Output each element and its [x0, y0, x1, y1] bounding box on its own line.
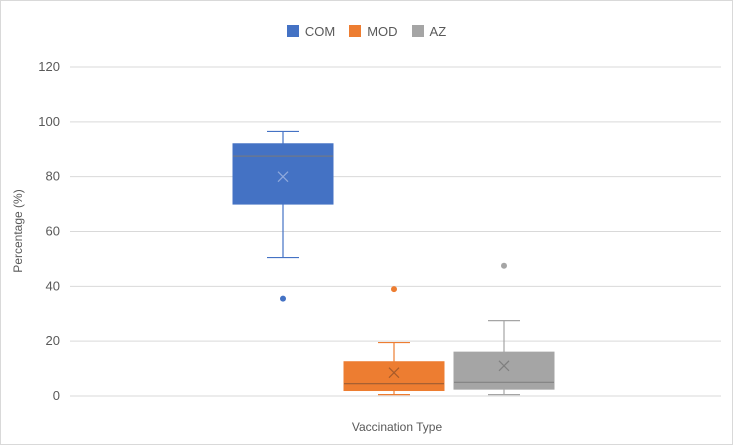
box-iqr [453, 351, 555, 390]
y-axis-title: Percentage (%) [11, 189, 25, 272]
legend-item-az: AZ [411, 23, 447, 39]
legend-label-com: COM [304, 23, 336, 39]
y-tick-label: 100 [38, 114, 60, 129]
box-series [232, 130, 555, 396]
outlier-point [501, 262, 507, 269]
outlier-point [280, 295, 286, 302]
legend-swatch-mod [349, 25, 362, 37]
box-mod [343, 286, 445, 396]
legend-label-mod: MOD [367, 23, 398, 39]
box-iqr [232, 143, 334, 205]
outlier-point [391, 286, 397, 293]
legend-item-com: COM [286, 23, 336, 39]
legend-swatch-com [286, 25, 299, 37]
legend-label-az: AZ [429, 23, 447, 39]
y-tick-label: 20 [46, 333, 60, 348]
y-axis-ticks: 0 20 40 60 80 100 120 [38, 59, 60, 403]
y-tick-label: 120 [38, 59, 60, 74]
legend-item-mod: MOD [349, 23, 398, 39]
y-tick-label: 60 [46, 224, 60, 239]
legend: COM MOD AZ [0, 22, 733, 40]
y-tick-label: 0 [53, 388, 60, 403]
y-tick-label: 40 [46, 278, 60, 293]
y-tick-label: 80 [46, 169, 60, 184]
mean-marker [388, 367, 400, 379]
mean-marker [277, 171, 289, 183]
box-iqr [343, 361, 445, 392]
x-axis-title: Vaccination Type [352, 420, 443, 434]
mean-marker [498, 360, 510, 372]
box-az [453, 262, 555, 396]
gridlines [70, 66, 721, 397]
legend-swatch-az [411, 25, 424, 37]
box-com [232, 130, 334, 302]
